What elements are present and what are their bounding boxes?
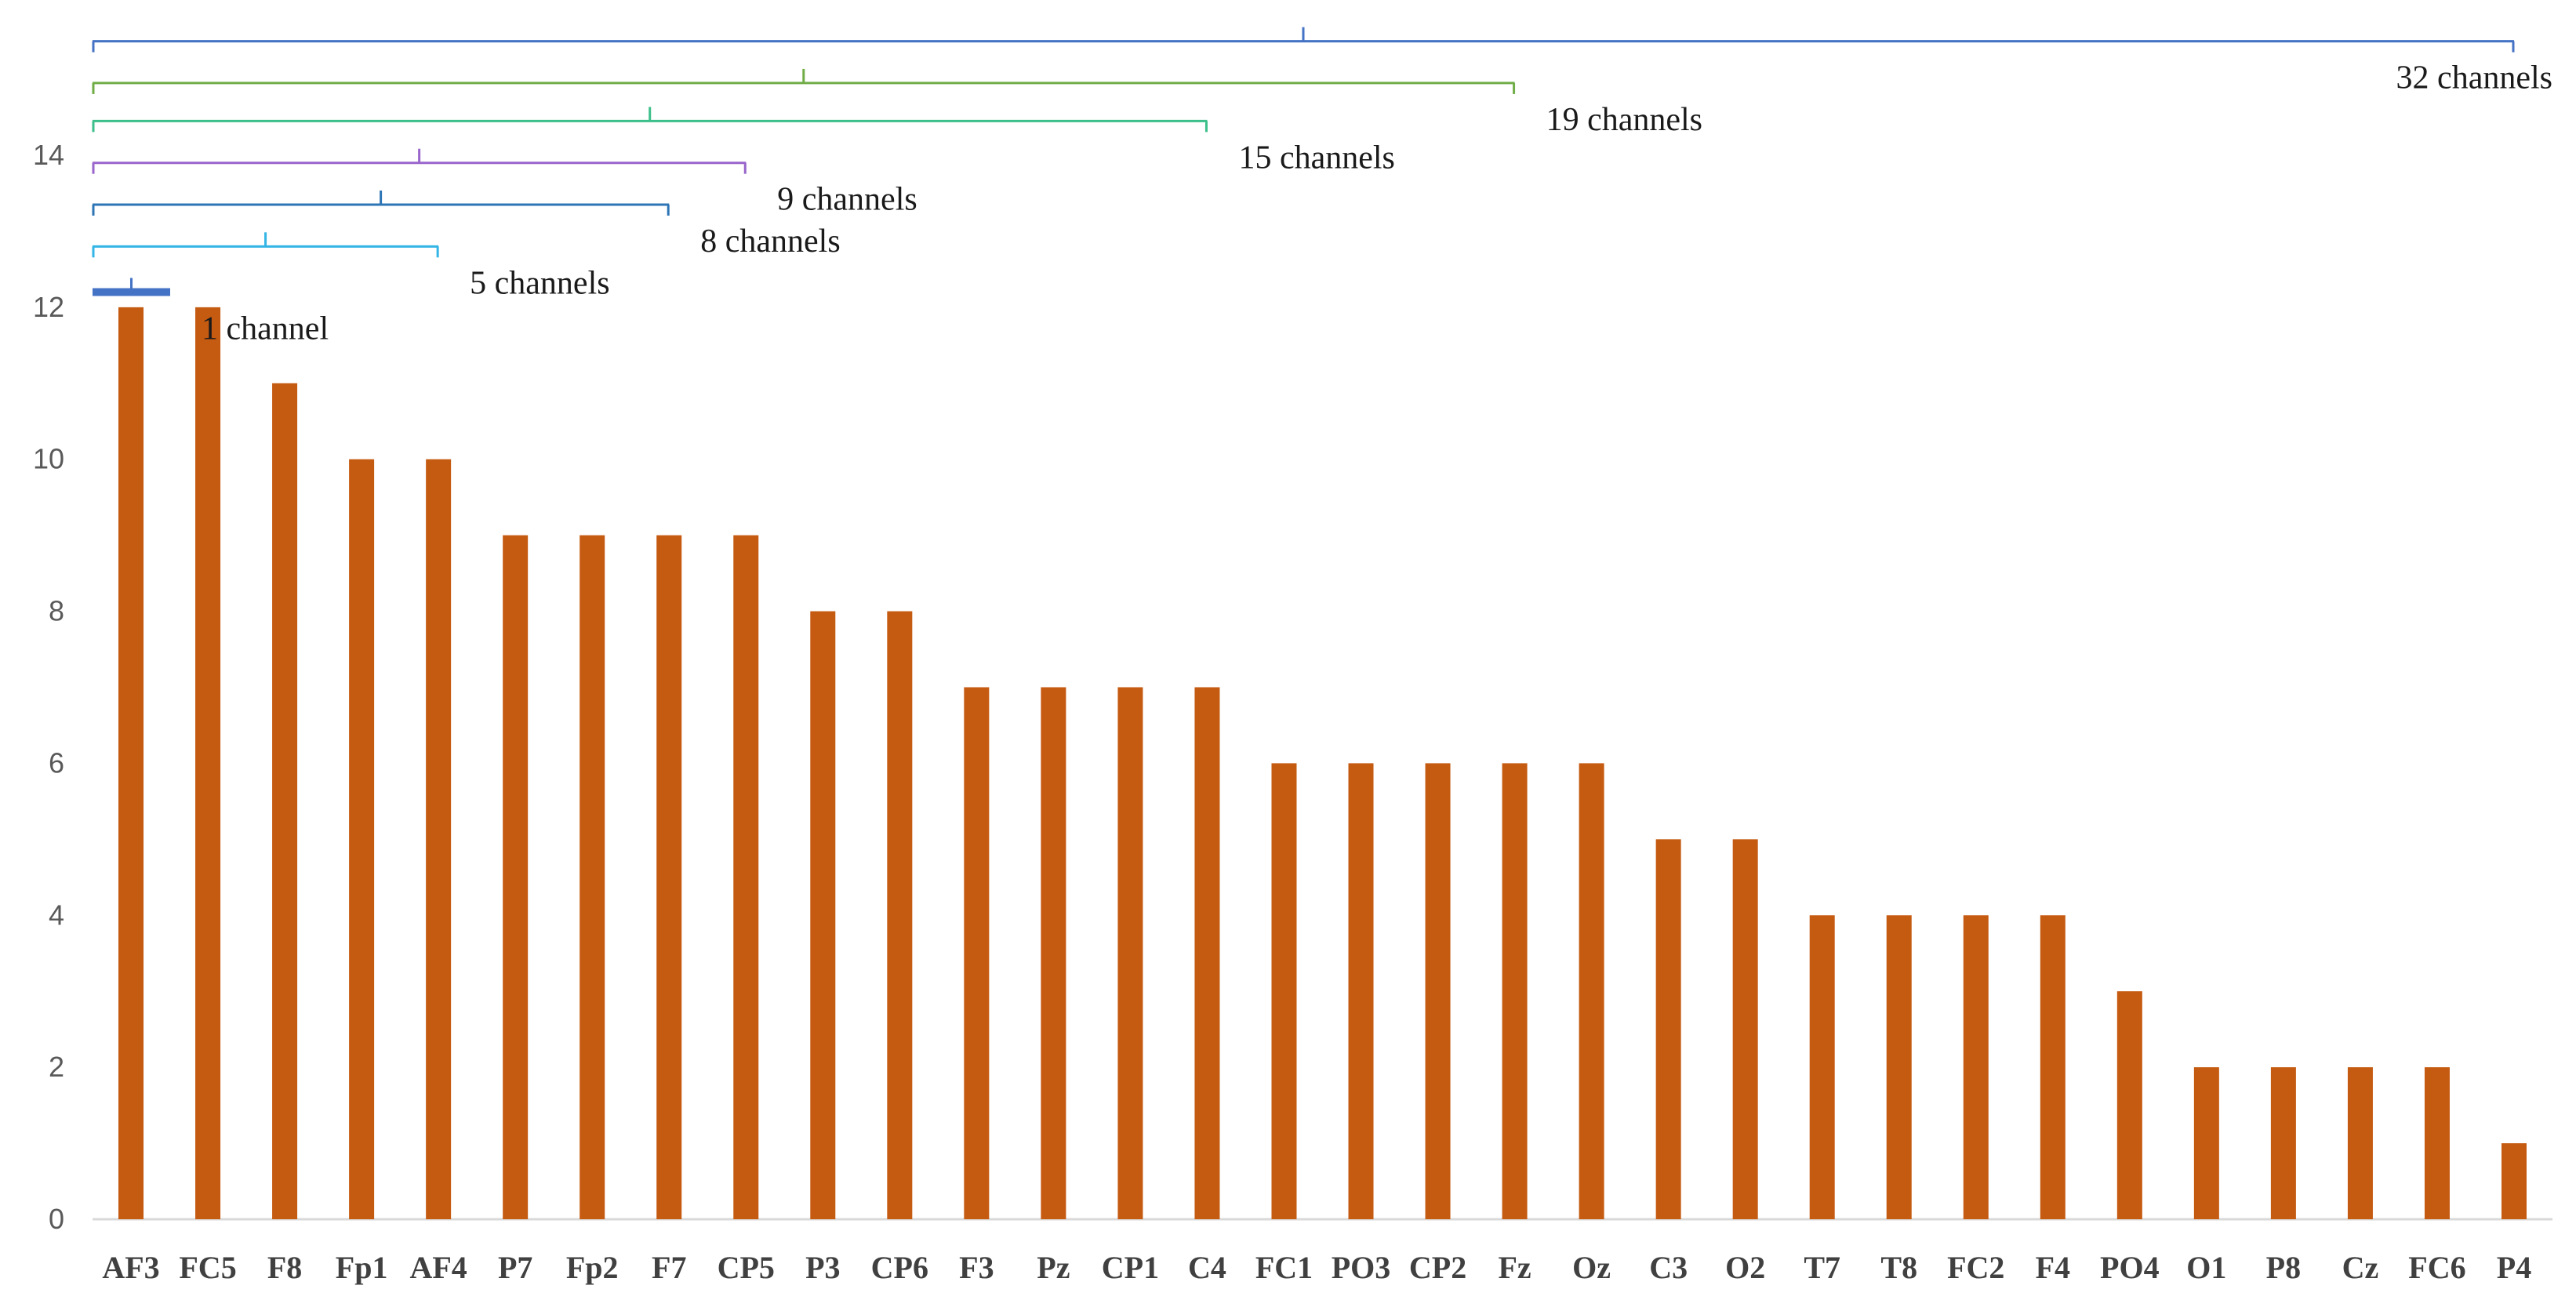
bar-FC5 — [195, 307, 221, 1219]
bar-P3 — [810, 611, 836, 1219]
bracket-19-channels: 19 channels — [92, 68, 1702, 138]
x-tick-label: Fp1 — [336, 1250, 388, 1285]
x-tick-label: P3 — [805, 1250, 840, 1285]
bar-T8 — [1886, 915, 1912, 1219]
bar-Fp2 — [580, 535, 605, 1219]
bar-CP1 — [1117, 687, 1143, 1219]
bar-P7 — [503, 535, 529, 1219]
x-tick-label: PO3 — [1332, 1250, 1391, 1285]
bar-F8 — [272, 383, 298, 1220]
x-tick-label: AF3 — [102, 1250, 159, 1285]
bracket-label: 5 channels — [470, 265, 609, 301]
x-tick-label: O1 — [2186, 1250, 2226, 1285]
bar-Oz — [1579, 763, 1604, 1219]
bracket-1-channels: 1 channel — [93, 278, 329, 347]
bracket-5-channels: 5 channels — [92, 232, 610, 301]
y-tick-label: 4 — [49, 899, 64, 931]
x-tick-label: Pz — [1037, 1250, 1070, 1285]
bracket-15-channels: 15 channels — [92, 107, 1395, 176]
bar-CP6 — [887, 611, 913, 1219]
x-tick-label: F3 — [959, 1250, 994, 1285]
y-tick-label: 12 — [33, 291, 64, 323]
x-tick-label: C3 — [1649, 1250, 1688, 1285]
x-tick-label: FC6 — [2408, 1250, 2465, 1285]
x-tick-label: T7 — [1804, 1250, 1840, 1285]
x-tick-label: F4 — [2036, 1250, 2070, 1285]
bar-O1 — [2193, 1067, 2219, 1219]
y-tick-label: 10 — [33, 443, 64, 475]
x-tick-label: P4 — [2497, 1250, 2531, 1285]
x-tick-label: C4 — [1188, 1250, 1226, 1285]
x-tick-label: FC1 — [1255, 1250, 1313, 1285]
bracket-label: 9 channels — [777, 182, 917, 218]
x-tick-label: T8 — [1880, 1250, 1917, 1285]
y-tick-label: 6 — [49, 746, 64, 779]
bar-CP5 — [733, 535, 759, 1219]
x-tick-label: P7 — [498, 1250, 532, 1285]
bar-AF3 — [118, 307, 144, 1219]
bar-F4 — [2040, 915, 2066, 1219]
x-tick-label: CP6 — [871, 1250, 928, 1285]
bracket-label: 8 channels — [700, 223, 840, 260]
bar-AF4 — [426, 459, 452, 1219]
x-tick-label: CP2 — [1409, 1250, 1466, 1285]
x-tick-label: FC2 — [1947, 1250, 2004, 1285]
bar-P4 — [2501, 1143, 2527, 1219]
bracket-label: 15 channels — [1238, 140, 1394, 176]
bracket-label: 1 channel — [202, 310, 329, 347]
bracket-8-channels: 8 channels — [92, 191, 841, 260]
bar-Pz — [1041, 687, 1066, 1219]
bar-P8 — [2270, 1067, 2296, 1219]
x-tick-label: AF4 — [409, 1250, 467, 1285]
x-tick-label: PO4 — [2100, 1250, 2160, 1285]
x-tick-label: Cz — [2342, 1250, 2379, 1285]
bar-T7 — [1809, 915, 1835, 1219]
bracket-32-channels: 32 channels — [92, 27, 2552, 96]
bar-Fp1 — [349, 459, 375, 1219]
bar-F7 — [656, 535, 682, 1219]
bar-FC1 — [1271, 763, 1297, 1219]
bar-CP2 — [1425, 763, 1451, 1219]
bar-C3 — [1655, 839, 1681, 1219]
x-tick-label: CP5 — [718, 1250, 775, 1285]
bar-Fz — [1502, 763, 1528, 1219]
x-tick-label: FC5 — [179, 1250, 236, 1285]
bar-FC6 — [2424, 1067, 2450, 1219]
x-tick-label: F8 — [267, 1250, 302, 1285]
y-tick-label: 8 — [49, 595, 64, 627]
x-tick-label: Oz — [1572, 1250, 1611, 1285]
x-tick-label: Fp2 — [566, 1250, 619, 1285]
y-tick-label: 0 — [49, 1203, 64, 1235]
x-tick-label: O2 — [1725, 1250, 1765, 1285]
x-tick-label: Fz — [1498, 1250, 1531, 1285]
bracket-label: 32 channels — [2396, 60, 2552, 96]
bar-PO4 — [2116, 991, 2142, 1219]
x-tick-label: F7 — [652, 1250, 686, 1285]
bar-F3 — [964, 687, 990, 1219]
y-tick-label: 14 — [33, 139, 64, 171]
bar-Cz — [2347, 1067, 2373, 1219]
bar-O2 — [1732, 839, 1758, 1219]
y-tick-label: 2 — [49, 1051, 64, 1083]
bracket-label: 19 channels — [1546, 102, 1702, 138]
bracket-9-channels: 9 channels — [92, 148, 917, 218]
bar-PO3 — [1348, 763, 1374, 1219]
bar-C4 — [1194, 687, 1220, 1219]
x-tick-label: P8 — [2266, 1250, 2301, 1285]
bar-FC2 — [1963, 915, 1989, 1219]
x-tick-label: CP1 — [1102, 1250, 1159, 1285]
